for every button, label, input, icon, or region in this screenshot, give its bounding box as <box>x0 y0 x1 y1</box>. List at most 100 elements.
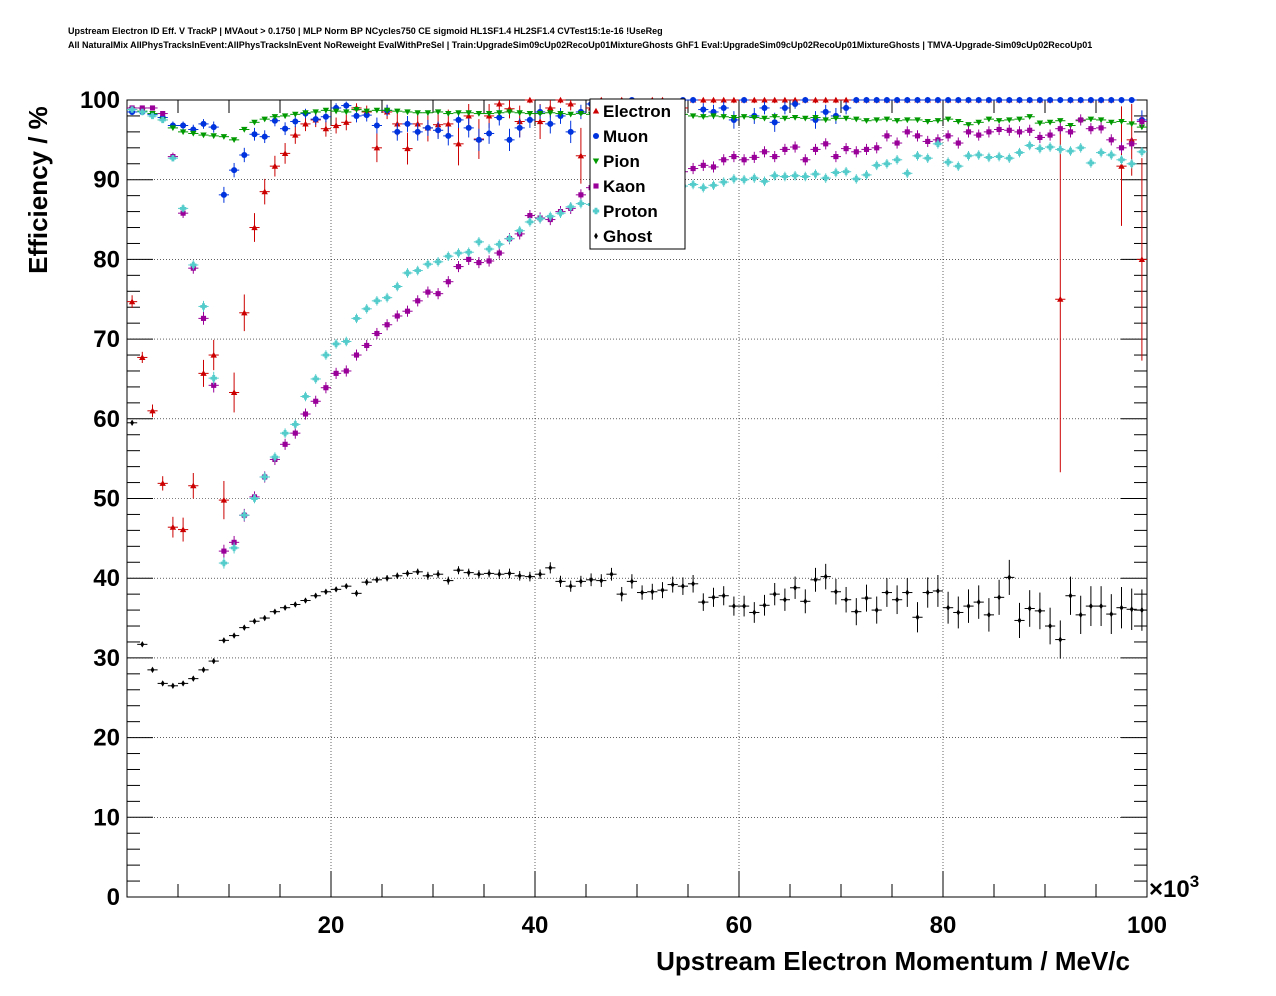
legend-box <box>589 98 686 250</box>
kaon-marker <box>1078 117 1084 123</box>
ghost-point <box>208 657 219 665</box>
electron-point <box>218 480 229 520</box>
proton-point <box>494 239 505 250</box>
kaon-marker <box>1027 127 1033 133</box>
ghost-point <box>239 624 250 631</box>
proton-point <box>300 391 311 402</box>
x-axis-multiplier-exp: 3 <box>1190 872 1199 891</box>
kaon-marker <box>925 138 931 145</box>
ghost-marker <box>731 602 736 610</box>
kaon-point <box>769 151 780 163</box>
pion-point <box>371 107 382 114</box>
muon-marker <box>322 113 329 120</box>
ghost-point <box>841 586 852 613</box>
pion-marker <box>373 107 381 114</box>
electron-marker <box>812 96 819 103</box>
muon-point <box>524 111 535 128</box>
proton-marker <box>322 351 330 359</box>
ghost-marker <box>844 596 849 603</box>
pion-point <box>259 116 270 123</box>
pion-point <box>310 109 321 116</box>
proton-marker <box>332 340 340 348</box>
kaon-point <box>749 151 760 163</box>
pion-marker <box>1138 124 1146 131</box>
ghost-point <box>504 568 515 579</box>
muon-marker <box>843 104 850 112</box>
muon-marker <box>1026 96 1033 104</box>
x-tick-label: 40 <box>522 912 549 939</box>
ghost-marker <box>629 578 634 585</box>
proton-marker <box>200 303 207 310</box>
proton-marker <box>710 182 717 189</box>
pion-marker <box>771 114 778 120</box>
electron-marker <box>261 188 268 195</box>
pion-marker <box>241 126 248 133</box>
kaon-point <box>851 146 862 158</box>
proton-point <box>1024 140 1035 151</box>
pion-marker <box>200 132 207 139</box>
electron-marker <box>332 122 340 129</box>
pion-point <box>1085 116 1096 123</box>
proton-marker <box>689 181 697 188</box>
muon-point <box>473 128 484 152</box>
muon-marker <box>373 122 380 129</box>
kaon-marker <box>812 146 819 152</box>
pion-marker <box>955 118 962 125</box>
muon-marker <box>1118 96 1125 104</box>
proton-marker <box>485 245 493 253</box>
electron-marker <box>373 144 381 151</box>
proton-point <box>953 161 964 171</box>
pion-point <box>1065 122 1076 129</box>
muon-point <box>1034 96 1045 104</box>
electron-marker <box>751 96 758 103</box>
muon-point <box>800 96 811 104</box>
pion-point <box>800 115 811 122</box>
ghost-point <box>412 568 423 576</box>
proton-marker <box>383 294 391 301</box>
proton-point <box>463 247 474 258</box>
kaon-marker <box>965 129 972 135</box>
proton-point <box>127 106 138 113</box>
kaon-marker <box>425 289 431 295</box>
ghost-point <box>830 578 841 605</box>
kaon-point <box>290 427 301 439</box>
muon-point <box>280 122 291 136</box>
ghost-point <box>677 577 688 595</box>
pion-marker <box>1046 119 1054 126</box>
kaon-marker <box>496 250 502 256</box>
ghost-point <box>820 563 831 590</box>
ghost-marker <box>609 571 614 578</box>
electron-point <box>708 96 719 104</box>
muon-point <box>341 101 352 110</box>
proton-marker <box>1097 149 1105 156</box>
proton-point <box>759 176 770 187</box>
kaon-point <box>473 257 484 269</box>
proton-point <box>331 339 342 349</box>
muon-point <box>218 186 229 203</box>
ghost-marker <box>660 586 665 594</box>
kaon-marker <box>853 149 859 155</box>
x-tick-label: 100 <box>1127 912 1167 939</box>
ghost-point <box>902 578 913 607</box>
proton-point <box>178 204 189 213</box>
ghost-marker <box>1129 606 1134 613</box>
kaon-point <box>382 319 393 331</box>
muon-point <box>412 123 423 141</box>
electron-point <box>269 155 280 177</box>
y-tick-label: 60 <box>93 406 120 433</box>
muon-point <box>932 96 943 104</box>
kaon-marker <box>1108 137 1114 143</box>
pion-point <box>698 114 709 120</box>
proton-marker <box>842 168 850 175</box>
electron-point <box>1055 126 1066 473</box>
pion-marker <box>1087 116 1095 123</box>
kaon-point <box>973 129 984 141</box>
pion-marker <box>1036 120 1044 127</box>
kaon-point <box>841 143 852 155</box>
electron-marker <box>220 496 228 503</box>
pion-point <box>912 117 923 124</box>
electron-marker <box>1118 162 1125 169</box>
kaon-marker <box>374 330 380 337</box>
electron-marker <box>1057 296 1064 302</box>
muon-marker <box>180 122 187 129</box>
